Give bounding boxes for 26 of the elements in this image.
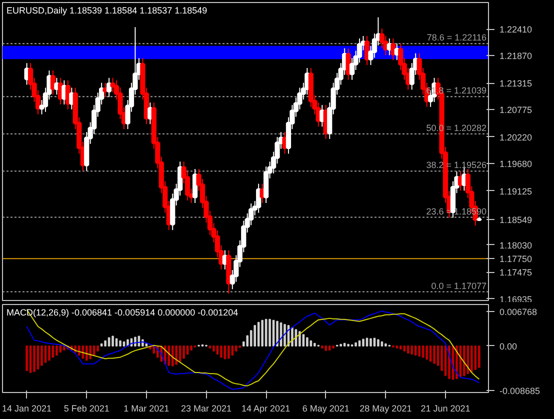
y-tick-label: 1.19680	[500, 159, 532, 170]
x-tick-label: 21 Jun 2021	[420, 404, 470, 414]
y-tick-label: 1.16935	[500, 294, 532, 304]
ref-line-label: 1.17750	[500, 254, 532, 264]
y-tick-label: 1.21870	[500, 51, 532, 62]
ref-line-label: 78.6 = 1.22116	[426, 32, 486, 43]
chart-title: EURUSD,Daily 1.18539 1.18584 1.18537 1.18549	[6, 6, 208, 16]
y-tick-label: 0.00	[500, 341, 518, 352]
y-tick-label: 1.17475	[500, 268, 532, 278]
x-tick-label: 5 Feb 2021	[64, 404, 110, 414]
x-tick-label: 28 May 2021	[360, 404, 412, 414]
y-tick-label: 1.20775	[500, 105, 532, 116]
y-tick-label: 1.18030	[500, 240, 532, 250]
y-tick-label: 1.20220	[500, 132, 532, 142]
y-tick-label: 1.19125	[500, 186, 532, 196]
y-tick-label: 1.21315	[500, 78, 532, 89]
x-tick-label: 1 Mar 2021	[124, 404, 170, 414]
y-tick-label: -0.008685	[500, 386, 540, 396]
y-tick-label: 1.18549	[500, 214, 532, 225]
x-tick-label: 14 Apr 2021	[242, 404, 290, 414]
y-tick-label: 1.22410	[500, 24, 532, 35]
x-tick-label: 23 Mar 2021	[180, 404, 232, 414]
ref-line-label: 0.0 = 1.17077	[431, 280, 487, 291]
y-tick-label: 0.006768	[500, 306, 538, 317]
x-tick-label: 6 May 2021	[302, 404, 350, 414]
x-tick-label: 14 Jan 2021	[2, 404, 52, 414]
